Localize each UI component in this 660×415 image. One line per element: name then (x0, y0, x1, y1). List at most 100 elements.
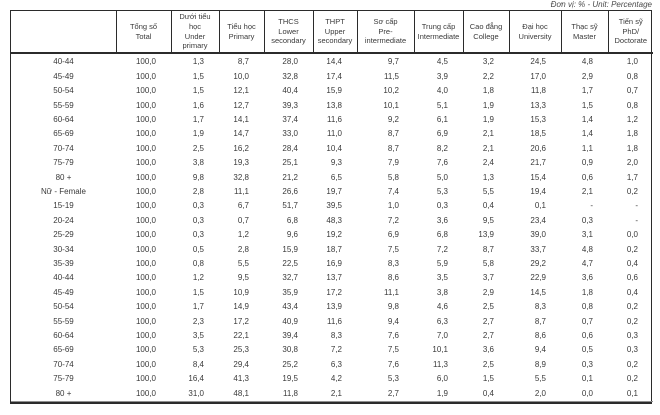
cell-value: 1,0 (626, 57, 638, 66)
cell-value: 1,8 (482, 86, 494, 96)
cell-value: 8,3 (330, 331, 342, 341)
cell-value: 9,2 (387, 114, 399, 124)
cell-value: 8,7 (534, 316, 546, 326)
row-label: 70-74 (53, 359, 74, 369)
cell-value: 2,5 (482, 359, 494, 369)
cell-value: 21,7 (530, 158, 546, 168)
cell-value: 40,9 (282, 316, 298, 326)
cell-value: 100,0 (135, 345, 156, 355)
cell-value: 12,7 (233, 100, 249, 110)
cell-value: 1,5 (192, 287, 204, 297)
cell-value: 16,4 (188, 374, 204, 384)
cell-value: 0,3 (626, 345, 638, 355)
table-row: 15-19 100,0 0,3 6,7 51,7 39,5 1,0 0,3 0,4 0,1 - - (11, 199, 653, 213)
cell-value: 2,3 (192, 316, 204, 326)
cell-value: 0,2 (626, 186, 638, 196)
cell-value: 6,9 (387, 230, 399, 240)
cell-value: 0,8 (626, 71, 638, 81)
cell-value: 0,0 (626, 230, 638, 240)
corner-cell (11, 11, 116, 54)
cell-value: 2,7 (482, 316, 494, 326)
cell-value: 33,7 (530, 244, 546, 254)
cell-value: 17,4 (326, 71, 342, 81)
cell-value: 11,6 (327, 316, 342, 326)
col-header-upper-secondary: THPT Upper secondary (312, 11, 357, 54)
cell-value: 1,9 (414, 385, 463, 402)
cell-value: 0,6 (626, 273, 638, 283)
cell-value: 26,6 (282, 186, 298, 196)
cell-value: 39,3 (282, 100, 298, 110)
cell-value: 14,7 (233, 129, 249, 139)
cell-value: 32,7 (282, 273, 298, 283)
cell-value: 2,9 (482, 287, 494, 297)
cell-value: 100,0 (135, 172, 156, 182)
cell-value: 8,7 (387, 143, 399, 153)
cell-value: 100,0 (135, 302, 156, 312)
cell-value: 100,0 (135, 57, 156, 66)
cell-value: 1,2 (192, 273, 204, 283)
cell-value: 10,9 (233, 287, 249, 297)
cell-value: 8,6 (534, 331, 546, 341)
cell-value: 0,4 (626, 259, 638, 268)
cell-value: 2,1 (482, 143, 494, 153)
cell-value: 2,7 (482, 331, 494, 341)
cell-value: 33,0 (282, 129, 298, 139)
cell-value: 19,3 (233, 158, 249, 168)
unit-note: Đơn vị: % - Unit: Percentage (550, 0, 652, 9)
cell-value: - (590, 201, 593, 211)
cell-value: 22,9 (530, 273, 546, 283)
cell-value: 1,3 (482, 172, 494, 182)
table-row: 80 + 100,0 9,8 32,8 21,2 6,5 5,8 5,0 1,3 15,4 0,6 1… (11, 170, 653, 184)
cell-value: 8,4 (192, 359, 204, 369)
cell-value: 9,6 (286, 230, 298, 240)
cell-value: 9,4 (534, 345, 546, 355)
row-label: 40-44 (53, 273, 74, 283)
cell-value: 3,1 (581, 230, 593, 240)
cell-value: 4,6 (436, 302, 448, 312)
row-label: 80 + (55, 172, 72, 182)
row-label: 50-54 (53, 302, 74, 312)
cell-value: 1,4 (581, 129, 593, 139)
cell-value: 14,9 (233, 302, 249, 312)
table-row: 70-74 100,0 8,4 29,4 25,2 6,3 7,6 11,3 2,5 8,9 0,3… (11, 357, 653, 371)
cell-value: 0,8 (581, 302, 593, 312)
table-row: 20-24 100,0 0,3 0,7 6,8 48,3 7,2 3,6 9,5 23,4 0,3 - (11, 213, 653, 227)
cell-value: 25,1 (282, 158, 298, 168)
col-header-college: Cao đẳng College (462, 11, 509, 54)
cell-value: 9,3 (330, 158, 342, 168)
cell-value: 5,3 (387, 374, 399, 384)
row-label: Nữ - Female (41, 186, 86, 196)
cell-value: 7,9 (387, 158, 399, 168)
cell-value: 3,6 (436, 215, 448, 225)
cell-value: 6,1 (436, 114, 448, 124)
cell-value: 39,5 (326, 201, 342, 211)
table-row: 30-34 100,0 0,5 2,8 15,9 18,7 7,5 7,2 8,7 33,7 4,8… (11, 242, 653, 256)
education-attainment-table: Tổng số Total Dưới tiểu học Under primar… (10, 10, 653, 404)
cell-value: 11,3 (433, 359, 448, 369)
cell-value: 20,6 (530, 143, 546, 153)
table-row: 40-44 100,0 1,2 9,5 32,7 13,7 8,6 3,5 3,7 22,9 3,6… (11, 271, 653, 285)
table-row: 35-39 100,0 0,8 5,5 22,5 16,9 8,3 5,9 5,8 29,2 4,7… (11, 256, 653, 270)
cell-value: 3,5 (436, 273, 448, 283)
table-row: 70-74 100,0 2,5 16,2 28,4 10,4 8,7 8,2 2,1 20,6 1,… (11, 141, 653, 155)
table-row: 50-54 100,0 1,7 14,9 43,4 13,9 9,8 4,6 2,5 8,3 0,8… (11, 300, 653, 314)
cell-value: 14,1 (233, 114, 249, 124)
cell-value: 0,4 (626, 287, 638, 297)
cell-value: 0,1 (534, 201, 546, 211)
cell-value: 100,0 (135, 230, 156, 240)
cell-value: 0,4 (482, 201, 494, 211)
cell-value: 1,9 (192, 129, 204, 139)
cell-value: 6,3 (436, 316, 448, 326)
cell-value: 48,3 (326, 215, 342, 225)
cell-value: 30,8 (282, 345, 298, 355)
cell-value: 6,5 (330, 172, 342, 182)
cell-value: 15,9 (282, 244, 298, 254)
cell-value: 9,5 (482, 215, 494, 225)
cell-value: 1,8 (626, 129, 638, 139)
cell-value: 0,3 (626, 331, 638, 341)
cell-value: 14,5 (530, 287, 546, 297)
cell-value: 37,4 (282, 114, 298, 124)
cell-value: 11,1 (384, 287, 399, 297)
cell-value: 0,7 (581, 316, 593, 326)
